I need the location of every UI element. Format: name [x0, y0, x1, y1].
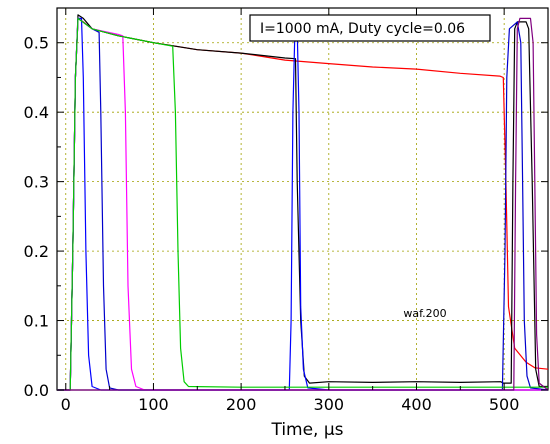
annotation-text: I=1000 mA, Duty cycle=0.06	[260, 21, 465, 37]
x-tick-label: 0	[61, 395, 71, 414]
y-tick-label: 0.5	[24, 34, 49, 53]
series-line-6	[57, 17, 548, 391]
series-line-2	[57, 14, 548, 391]
x-axis-title: Time, μs	[270, 420, 343, 440]
plot-area	[56, 7, 549, 391]
series-line-7	[57, 17, 549, 391]
x-tick-label: 300	[314, 395, 345, 414]
ticks: 0 100 200 300 400 500 0.0 0.1 0.2 0.3 0.4 0.5	[24, 7, 548, 414]
y-tick-label: 0.4	[24, 103, 49, 122]
series-group	[57, 14, 549, 391]
x-tick-label: 500	[489, 395, 520, 414]
y-tick-label: 0.3	[24, 173, 49, 192]
series-note: waf.200	[403, 307, 446, 320]
x-tick-label: 400	[401, 395, 432, 414]
x-tick-label: 200	[226, 395, 257, 414]
annotation-box: I=1000 mA, Duty cycle=0.06	[249, 14, 491, 42]
y-tick-label: 0.2	[24, 242, 49, 261]
y-tick-label: 0.0	[24, 381, 49, 400]
x-tick-label: 100	[138, 395, 169, 414]
y-tick-label: 0.1	[24, 312, 49, 331]
grid	[57, 8, 548, 390]
